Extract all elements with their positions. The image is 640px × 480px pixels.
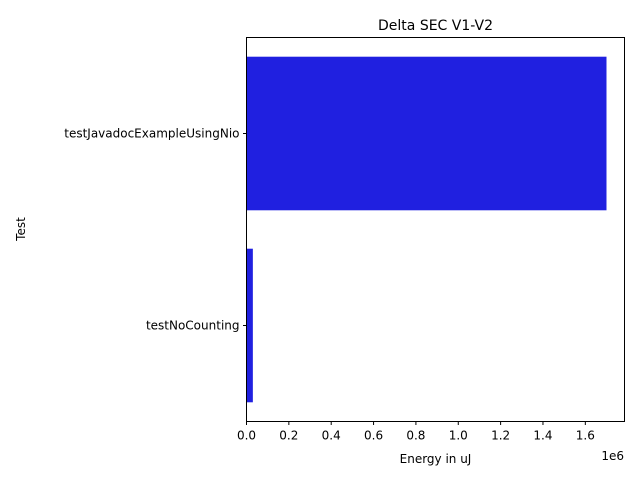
x-axis-label: Energy in uJ <box>400 452 472 466</box>
x-tick-label: 0.4 <box>322 429 341 443</box>
x-tick-label: 1.0 <box>449 429 468 443</box>
x-tick-label: 1.4 <box>533 429 552 443</box>
y-tick-label: testNoCounting <box>146 319 240 333</box>
x-tick-label: 1.6 <box>576 429 595 443</box>
x-axis-offset-text: 1e6 <box>601 449 624 463</box>
x-tick-label: 0.6 <box>364 429 383 443</box>
y-axis-ticks: testJavadocExampleUsingNio testNoCounting <box>64 127 247 333</box>
x-tick-label: 0.8 <box>406 429 425 443</box>
y-axis-label: Test <box>14 217 28 242</box>
bar-testJavadocExampleUsingNio <box>246 56 607 211</box>
y-tick-label: testJavadocExampleUsingNio <box>64 127 239 141</box>
x-axis-ticks: 0.0 0.2 0.4 0.6 0.8 1.0 1.2 1.4 1.6 <box>237 421 595 443</box>
bar-testNoCounting <box>246 248 253 403</box>
x-tick-label: 0.0 <box>237 429 256 443</box>
x-tick-label: 0.2 <box>279 429 298 443</box>
chart-title: Delta SEC V1-V2 <box>378 18 493 34</box>
bars-group <box>246 56 607 403</box>
x-tick-label: 1.2 <box>491 429 510 443</box>
plot-frame <box>246 37 625 422</box>
